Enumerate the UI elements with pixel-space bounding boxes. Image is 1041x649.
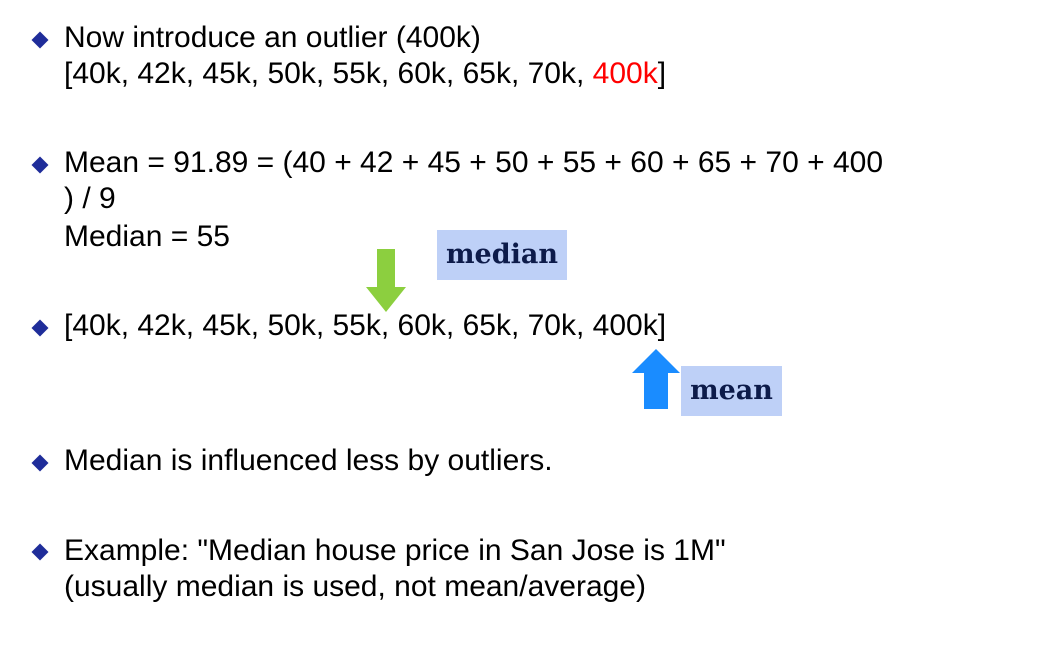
median-label: median [437, 230, 567, 280]
list-close-bracket: ] [657, 57, 667, 90]
example-text: Example: "Median house price in San Jose… [64, 534, 726, 567]
median-value-text: Median = 55 [64, 220, 230, 253]
bullet-marker [31, 156, 49, 174]
list-values: [40k, 42k, 45k, 50k, 55k, 60k, 65k, 70k, [64, 57, 593, 90]
mean-formula-text: Mean = 91.89 = (40 + 42 + 45 + 50 + 55 +… [64, 146, 884, 179]
bullet-marker [31, 454, 49, 472]
median-arrow-icon [366, 249, 406, 312]
sorted-list: [40k, 42k, 45k, 50k, 55k, 60k, 65k, 70k,… [64, 309, 667, 342]
mean-label: mean [681, 366, 782, 416]
bullet-marker [31, 319, 49, 337]
mean-arrow-icon [632, 349, 680, 409]
mean-formula-continuation: ) / 9 [64, 182, 116, 215]
bullet-marker [31, 31, 49, 49]
outlier-list: [40k, 42k, 45k, 50k, 55k, 60k, 65k, 70k,… [64, 56, 666, 92]
bullet-marker [31, 543, 49, 561]
outlier-intro-text: Now introduce an outlier (400k) [64, 21, 481, 54]
outlier-value: 400k [592, 57, 658, 90]
example-note-text: (usually median is used, not mean/averag… [64, 570, 646, 603]
median-influence-text: Median is influenced less by outliers. [64, 444, 553, 477]
